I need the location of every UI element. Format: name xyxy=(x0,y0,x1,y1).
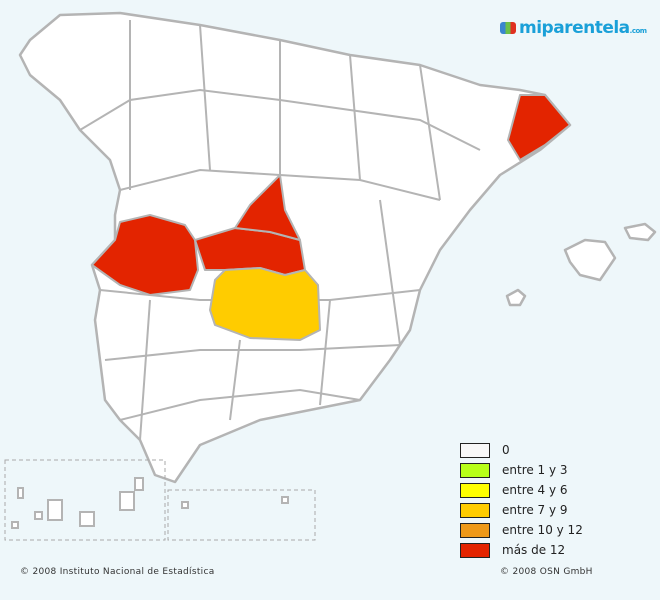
legend-label: entre 1 y 3 xyxy=(502,463,568,477)
legend-swatch xyxy=(460,442,490,458)
footer-osn: © 2008 OSN GmbH xyxy=(500,567,593,577)
logo-suffix: .com xyxy=(629,27,647,35)
legend-swatch xyxy=(460,522,490,538)
legend-swatch xyxy=(460,542,490,558)
province-girona xyxy=(507,94,571,161)
logo-text: miparentela xyxy=(519,18,630,38)
legend-item: más de 12 xyxy=(460,540,583,560)
legend: 0 entre 1 y 3 entre 4 y 6 entre 7 y 9 entre … xyxy=(460,440,583,560)
province-toledo xyxy=(209,267,321,341)
legend-label: entre 10 y 12 xyxy=(502,523,583,537)
legend-label: entre 4 y 6 xyxy=(502,483,568,497)
people-icon xyxy=(500,22,516,34)
legend-item: entre 7 y 9 xyxy=(460,500,583,520)
legend-swatch xyxy=(460,462,490,478)
legend-item: entre 4 y 6 xyxy=(460,480,583,500)
mallorca xyxy=(563,238,617,282)
canary-islands xyxy=(11,477,289,529)
miparentela-logo[interactable]: miparentela.com xyxy=(500,18,647,38)
legend-label: más de 12 xyxy=(502,543,566,557)
footer-ine: © 2008 Instituto Nacional de Estadística xyxy=(20,567,215,577)
legend-item: entre 1 y 3 xyxy=(460,460,583,480)
ibiza xyxy=(505,288,527,307)
province-segovia xyxy=(234,174,301,241)
legend-label: entre 7 y 9 xyxy=(502,503,568,517)
canary-inset-box-2 xyxy=(167,489,316,541)
canary-inset-box xyxy=(4,459,166,541)
legend-label: 0 xyxy=(502,443,510,457)
menorca xyxy=(623,222,657,242)
legend-swatch xyxy=(460,482,490,498)
legend-item: 0 xyxy=(460,440,583,460)
legend-swatch xyxy=(460,502,490,518)
legend-item: entre 10 y 12 xyxy=(460,520,583,540)
